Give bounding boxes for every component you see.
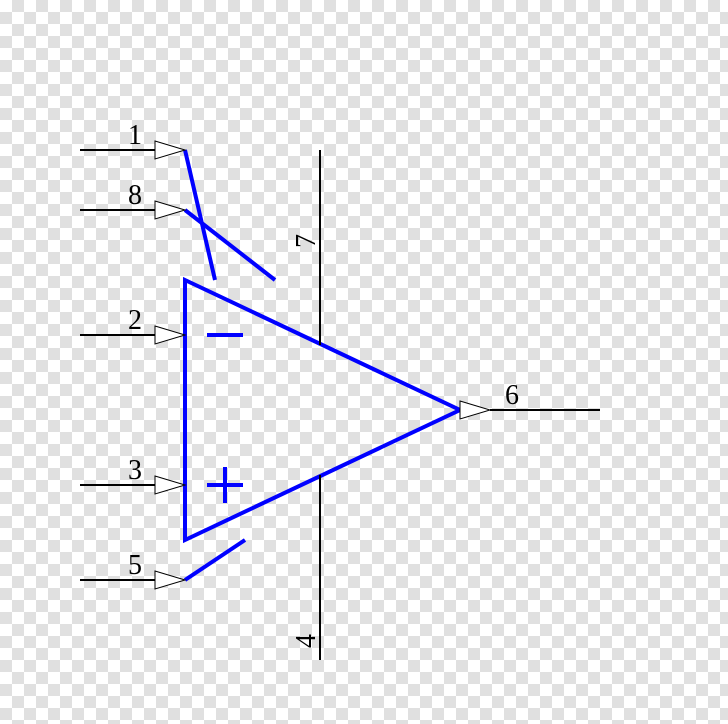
pin-label-7: 7 — [291, 234, 323, 248]
pin-label-2: 2 — [128, 305, 142, 337]
pin-label-8: 8 — [128, 180, 142, 212]
pin-label-5: 5 — [128, 550, 142, 582]
opamp-diagram — [0, 0, 728, 724]
pin-label-1: 1 — [128, 120, 142, 152]
pin-label-3: 3 — [128, 455, 142, 487]
arrows-group — [155, 141, 490, 589]
blue-wires-group — [185, 150, 275, 580]
pin-label-4: 4 — [291, 634, 323, 648]
plus-symbol — [207, 467, 243, 503]
pin-label-6: 6 — [505, 380, 519, 412]
